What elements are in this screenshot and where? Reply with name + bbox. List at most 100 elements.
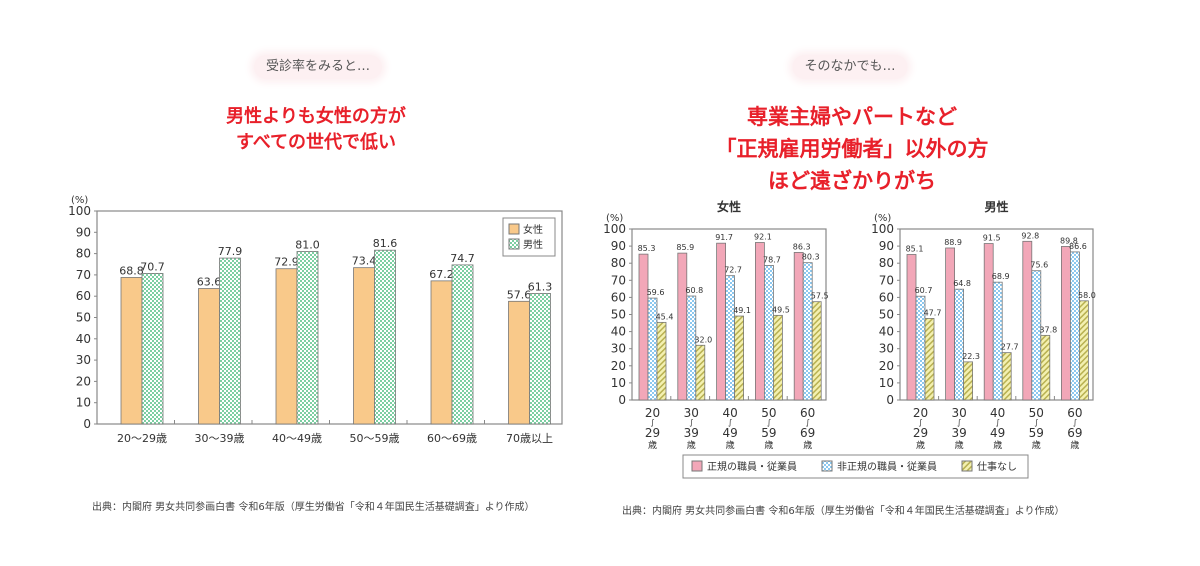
y-tick-label: 80 [611,256,626,270]
legend-swatch-1 [821,460,833,472]
value-label: 45.4 [656,312,674,321]
legend-swatch-2 [961,460,973,472]
bar-2 [924,318,935,401]
y-tick-label: 100 [871,222,894,236]
y-tick-label: 90 [611,239,626,253]
value-label: 81.0 [295,238,320,251]
x-tick-label: 40 [722,406,737,420]
legend-label: 仕事なし [977,460,1017,473]
bar-1 [1031,270,1042,401]
bar-1 [764,265,774,401]
x-tick-label-tilde: ∫ [996,418,1000,427]
y-tick-label: 30 [611,342,626,356]
bar-0 [677,252,688,401]
bar-0 [275,268,298,425]
y-tick-label: 20 [879,359,894,373]
value-label: 64.8 [953,279,971,288]
x-tick-label: 59 [761,426,776,440]
left-source: 出典：内閣府 男女共同参画白書 令和6年版（厚生労働省「令和４年国民生活基礎調査… [92,502,535,513]
x-tick-label-tilde: ∫ [1034,418,1038,427]
y-tick-label: 40 [611,325,626,339]
left-intro-pill: 受診率をみると… [253,55,383,79]
value-label: 72.9 [274,256,299,269]
y-tick-label: 50 [76,311,91,325]
legend-box [682,454,1029,479]
x-tick-label-tilde: ∫ [918,418,922,427]
value-label: 22.3 [962,352,980,361]
y-tick-label: 100 [68,204,91,218]
bar-1 [725,275,735,401]
y-tick-label: 70 [76,268,91,282]
bar-0 [793,252,804,401]
bar-2 [734,315,744,401]
x-tick-label: 歳 [955,439,964,451]
x-tick-label-tilde: ∫ [650,418,654,427]
x-tick-label: 歳 [1032,439,1041,451]
right-source: 出典：内閣府 男女共同参画白書 令和6年版（厚生労働省「令和４年国民生活基礎調査… [622,506,1065,517]
bar-0 [983,243,994,401]
value-label: 91.5 [983,234,1001,243]
checkup-rate-chart: (%) 0 10 20 30 40 50 60 70 80 90 100 68.870.7 20〜29歳 6… [68,195,563,445]
y-tick-label: 0 [83,417,91,431]
x-tick-label: 歳 [687,439,696,451]
legend-box [502,217,556,257]
x-tick-label: 歳 [916,439,925,451]
x-tick-label: 60 [1067,406,1082,420]
bar-2 [1040,334,1051,401]
y-tick-label: 10 [76,396,91,410]
bar-2 [963,361,973,401]
bar-1 [374,249,396,425]
right-headline: 専業主婦やパートなど 「正規雇用労働者」以外の方 ほど遠ざかりがち [716,101,989,197]
value-label: 47.7 [924,308,942,317]
x-tick-label: 49 [722,426,737,440]
x-tick-label-tilde: ∫ [767,418,771,427]
value-label: 61.3 [528,280,553,293]
value-label: 86.3 [793,242,811,251]
value-label: 49.1 [733,306,751,315]
chart-title: 男性 [984,199,1008,214]
value-label: 58.0 [1078,291,1096,300]
x-tick-label: 60〜69歳 [427,432,477,445]
value-label: 80.3 [802,253,820,262]
legend-swatch-0 [508,223,520,235]
chart-title: 女性 [717,199,741,214]
y-tick-label: 20 [76,374,91,388]
y-axis-unit: (%) [874,213,891,224]
right-headline-line: ほど遠ざかりがち [768,169,936,193]
bar-2 [811,301,822,401]
bar-2 [1001,352,1012,401]
y-tick-label: 20 [611,359,626,373]
right-headline-line: 専業主婦やパートなど [747,105,957,129]
y-tick-label: 10 [611,376,626,390]
x-tick-label: 歳 [993,439,1002,451]
y-tick-label: 10 [879,376,894,390]
y-tick-label: 30 [879,342,894,356]
bar-0 [1061,246,1071,401]
y-tick-label: 30 [76,353,91,367]
bar-1 [451,264,474,425]
x-tick-label: 50 [1029,406,1044,420]
value-label: 91.7 [715,233,733,242]
bar-0 [945,247,955,401]
female-employment-chart: (%) 0 10 20 30 40 50 60 70 80 90 100 女性 85.3 59.6 45.4 2… [603,199,829,451]
value-label: 72.7 [724,266,742,275]
y-tick-label: 70 [611,273,626,287]
x-tick-label: 49 [990,426,1005,440]
legend-swatch-0 [691,460,703,472]
bar-2 [773,314,783,401]
y-axis-unit: (%) [606,213,623,224]
value-label: 89.8 [1060,236,1078,245]
value-label: 68.9 [992,272,1010,281]
bar-1 [219,257,241,425]
value-label: 73.4 [352,255,377,268]
x-tick-label: 40 [990,406,1005,420]
bar-0 [198,288,220,425]
x-tick-label: 20〜29歳 [117,432,167,445]
value-label: 32.0 [694,335,712,344]
value-label: 67.2 [429,268,454,281]
x-tick-label: 29 [913,426,928,440]
x-tick-label: 69 [800,426,815,440]
value-label: 70.7 [140,260,165,273]
bar-1 [529,293,551,425]
